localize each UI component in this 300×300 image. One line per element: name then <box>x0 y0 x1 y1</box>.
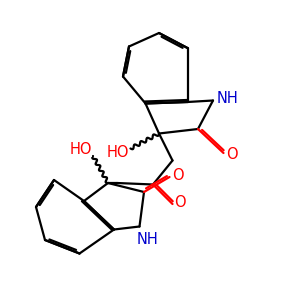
Text: HO: HO <box>69 142 92 157</box>
Text: O: O <box>172 168 184 183</box>
Text: NH: NH <box>217 91 239 106</box>
Text: HO: HO <box>107 145 129 160</box>
Text: NH: NH <box>137 232 159 247</box>
Text: O: O <box>174 195 186 210</box>
Text: O: O <box>226 147 238 162</box>
